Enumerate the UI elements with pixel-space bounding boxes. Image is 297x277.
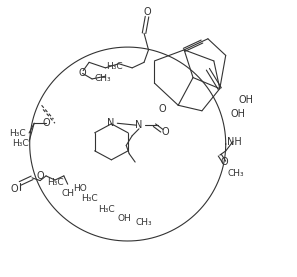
Text: H₃C: H₃C bbox=[99, 205, 115, 214]
Text: HO: HO bbox=[73, 184, 87, 193]
Text: OH: OH bbox=[118, 214, 132, 223]
Text: O: O bbox=[220, 157, 228, 167]
Text: O: O bbox=[159, 104, 167, 114]
Text: H₃C: H₃C bbox=[9, 129, 26, 138]
Text: H₃C: H₃C bbox=[106, 62, 123, 71]
Text: N: N bbox=[135, 120, 143, 130]
Text: H₃C: H₃C bbox=[12, 139, 29, 148]
Text: NH: NH bbox=[227, 137, 242, 147]
Text: H₃C: H₃C bbox=[47, 178, 63, 187]
Text: O: O bbox=[36, 171, 44, 181]
Text: CH₃: CH₃ bbox=[94, 75, 111, 83]
Text: CH₃: CH₃ bbox=[136, 218, 152, 227]
Text: N: N bbox=[107, 118, 114, 128]
Text: O: O bbox=[10, 184, 18, 194]
Text: OH: OH bbox=[230, 109, 245, 119]
Text: O: O bbox=[42, 118, 50, 128]
Text: CH: CH bbox=[61, 189, 74, 198]
Text: O: O bbox=[143, 7, 151, 17]
Text: O: O bbox=[79, 68, 86, 78]
Text: H₃C: H₃C bbox=[81, 194, 98, 203]
Text: CH₃: CH₃ bbox=[228, 169, 244, 178]
Text: O: O bbox=[161, 127, 169, 137]
Text: OH: OH bbox=[238, 95, 253, 105]
